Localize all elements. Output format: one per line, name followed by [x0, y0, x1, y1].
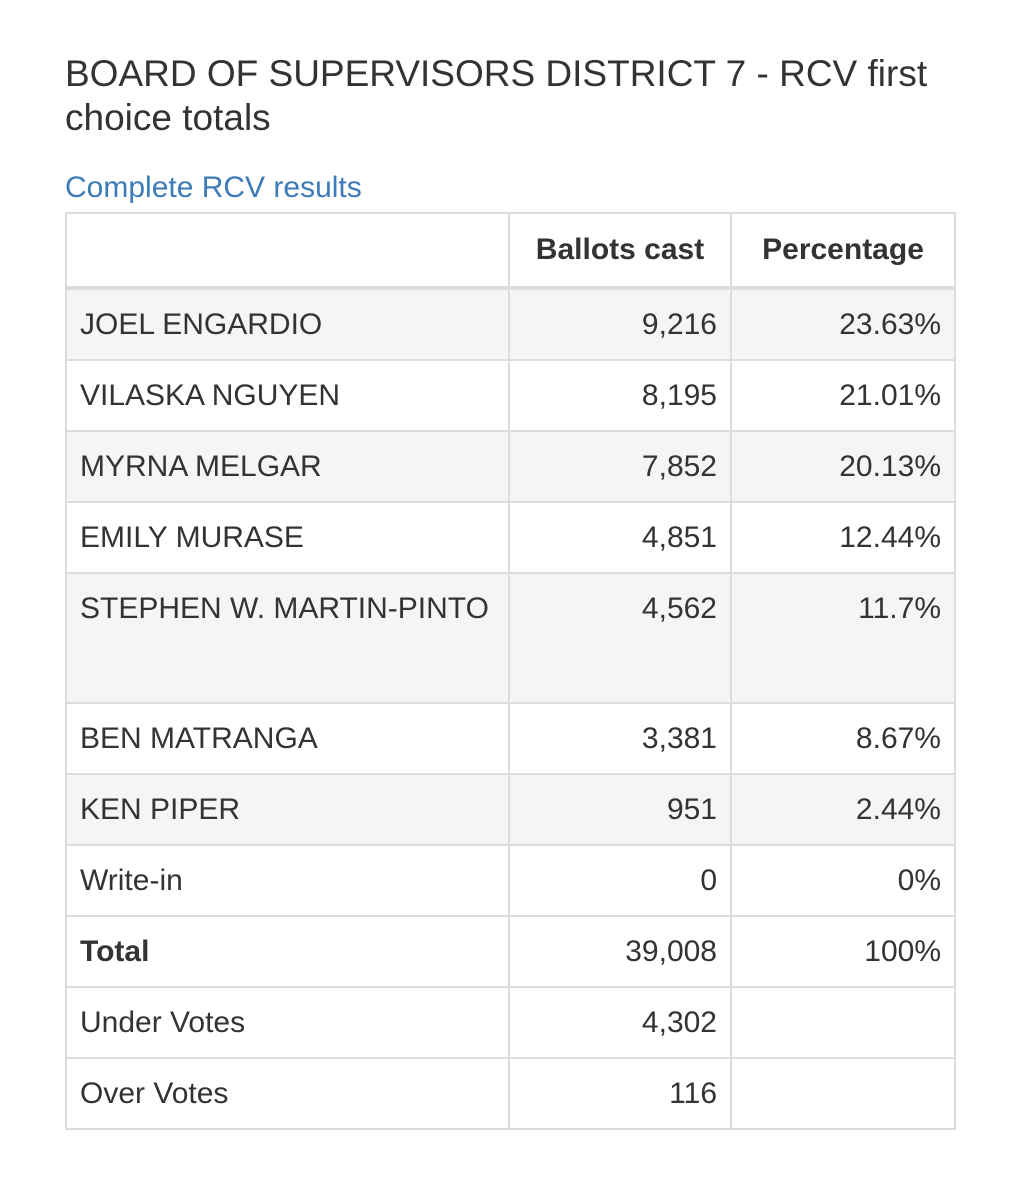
percentage: 21.01% [730, 359, 956, 432]
percentage: 23.63% [730, 287, 956, 361]
ballots-cast: 9,216 [508, 287, 732, 361]
ballots-cast: 8,195 [508, 359, 732, 432]
ballots-cast: 7,852 [508, 430, 732, 503]
header-candidate [65, 212, 510, 290]
table-row: VILASKA NGUYEN 8,195 21.01% [65, 359, 956, 432]
ballots-cast: 116 [508, 1057, 732, 1130]
table-row: Write-in 0 0% [65, 844, 956, 917]
ballots-cast: 4,302 [508, 986, 732, 1059]
percentage: 12.44% [730, 501, 956, 574]
table-row: STEPHEN W. MARTIN-PINTO 4,562 11.7% [65, 572, 956, 704]
percentage: 20.13% [730, 430, 956, 503]
percentage [730, 1057, 956, 1130]
candidate-name: MYRNA MELGAR [65, 430, 510, 503]
table-row: Under Votes 4,302 [65, 986, 956, 1059]
candidate-name: VILASKA NGUYEN [65, 359, 510, 432]
ballots-cast: 4,851 [508, 501, 732, 574]
percentage: 100% [730, 915, 956, 988]
percentage: 2.44% [730, 773, 956, 846]
percentage: 8.67% [730, 702, 956, 775]
header-ballots-cast: Ballots cast [508, 212, 732, 290]
table-row: JOEL ENGARDIO 9,216 23.63% [65, 287, 956, 361]
ballots-cast: 3,381 [508, 702, 732, 775]
percentage: 11.7% [730, 572, 956, 704]
table-row: MYRNA MELGAR 7,852 20.13% [65, 430, 956, 503]
percentage: 0% [730, 844, 956, 917]
ballots-cast: 39,008 [508, 915, 732, 988]
complete-rcv-results-link[interactable]: Complete RCV results [65, 171, 362, 204]
table-header-row: Ballots cast Percentage [65, 212, 956, 290]
ballots-cast: 4,562 [508, 572, 732, 704]
page-title: BOARD OF SUPERVISORS DISTRICT 7 - RCV fi… [65, 53, 928, 138]
candidate-name: Write-in [65, 844, 510, 917]
candidate-name: JOEL ENGARDIO [65, 287, 510, 361]
total-row: Total 39,008 100% [65, 915, 956, 988]
candidate-name: KEN PIPER [65, 773, 510, 846]
results-table: Ballots cast Percentage JOEL ENGARDIO 9,… [65, 212, 956, 1130]
candidate-name: EMILY MURASE [65, 501, 510, 574]
ballots-cast: 0 [508, 844, 732, 917]
under-votes-label: Under Votes [65, 986, 510, 1059]
total-label: Total [65, 915, 510, 988]
ballots-cast: 951 [508, 773, 732, 846]
percentage [730, 986, 956, 1059]
over-votes-label: Over Votes [65, 1057, 510, 1130]
candidate-name: STEPHEN W. MARTIN-PINTO [65, 572, 510, 704]
table-row: Over Votes 116 [65, 1057, 956, 1130]
table-row: BEN MATRANGA 3,381 8.67% [65, 702, 956, 775]
table-row: KEN PIPER 951 2.44% [65, 773, 956, 846]
table-row: EMILY MURASE 4,851 12.44% [65, 501, 956, 574]
candidate-name: BEN MATRANGA [65, 702, 510, 775]
header-percentage: Percentage [730, 212, 956, 290]
